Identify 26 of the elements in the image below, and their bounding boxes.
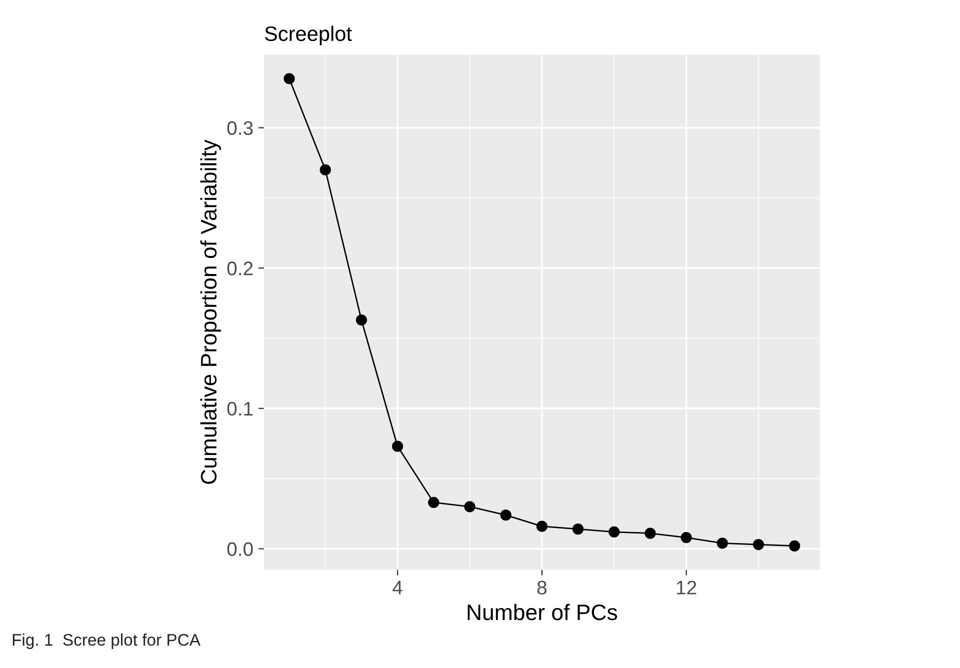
y-tick-label: 0.3 — [227, 121, 253, 135]
point — [536, 520, 548, 532]
x-axis-title: Number of PCs — [468, 604, 618, 620]
caption: Fig. 1 Scree plot for PCA — [12, 634, 200, 650]
x-tick-label: 12 — [676, 580, 696, 594]
point — [680, 532, 692, 544]
point — [789, 540, 800, 552]
point — [572, 524, 584, 535]
point — [752, 538, 764, 550]
point — [644, 528, 656, 539]
x-tick-label: 8 — [537, 580, 546, 595]
y-tick-label: 0.0 — [227, 542, 253, 556]
point — [392, 440, 404, 452]
point — [500, 510, 512, 521]
x-tick-label: 4 — [392, 580, 402, 594]
point — [716, 538, 728, 549]
point — [428, 496, 440, 508]
chart-title: Screeplot — [264, 26, 352, 46]
y-tick-label: 0.1 — [227, 402, 253, 416]
point — [356, 314, 368, 326]
point — [320, 164, 331, 176]
y-tick-label: 0.2 — [227, 262, 253, 276]
y-axis-title: Cumulative Proportion of Variability — [200, 140, 221, 484]
point — [284, 73, 295, 84]
point — [608, 526, 620, 538]
point — [464, 501, 476, 512]
